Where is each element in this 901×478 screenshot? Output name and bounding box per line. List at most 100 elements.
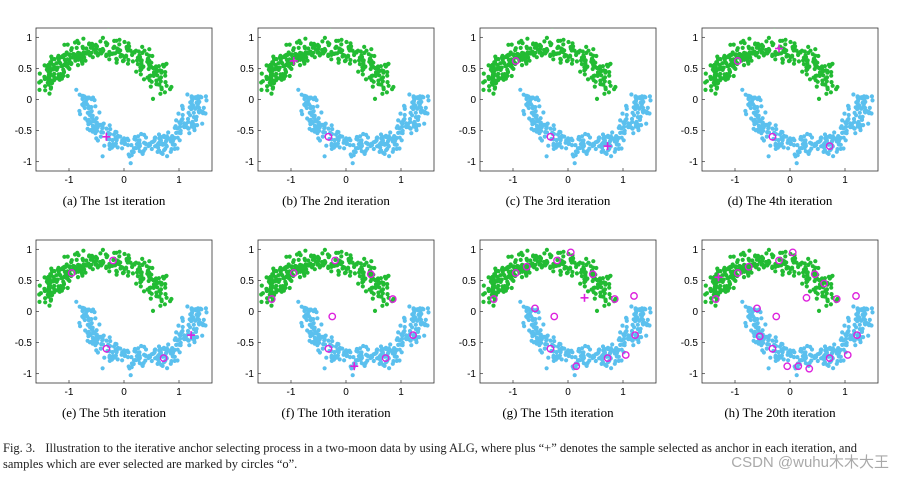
lower-moon-point (635, 110, 640, 115)
upper-moon-point (278, 284, 283, 289)
lower-moon-point (526, 105, 531, 111)
upper-moon-point (720, 67, 725, 72)
lower-moon-point (89, 339, 94, 345)
lower-moon-point (760, 136, 765, 141)
selected-anchor-circle (531, 304, 539, 313)
lower-moon-point (755, 97, 760, 102)
lower-moon-point (425, 94, 430, 99)
lower-moon-point (626, 121, 631, 126)
y-tick-label: 0.5 (240, 276, 254, 287)
upper-moon-point (803, 55, 809, 60)
upper-moon-point (490, 72, 496, 77)
upper-moon-point (783, 37, 788, 42)
upper-moon-point (532, 45, 538, 50)
lower-moon-point (859, 329, 865, 334)
lower-moon-point (836, 134, 841, 139)
upper-moon-point (361, 67, 366, 72)
upper-moon-point (69, 46, 74, 51)
upper-moon-point (283, 279, 288, 284)
upper-moon-point (829, 80, 834, 85)
upper-moon-point (380, 291, 385, 296)
upper-moon-point (274, 78, 279, 83)
upper-moon-point (518, 45, 523, 51)
lower-moon-point (316, 126, 321, 131)
upper-moon-point (574, 51, 579, 56)
lower-moon-point (763, 110, 768, 115)
lower-moon-point (334, 143, 339, 148)
lower-moon-point (859, 117, 865, 122)
selected-anchor-circle (109, 256, 117, 265)
subfigure-caption: (b) The 2nd iteration (282, 193, 390, 208)
upper-moon-point (359, 267, 365, 272)
lower-moon-point (593, 358, 598, 364)
upper-moon-point (111, 263, 116, 268)
lower-moon-point (186, 110, 191, 115)
upper-moon-point (491, 64, 496, 69)
lower-moon-point (544, 338, 549, 343)
upper-moon-point (487, 300, 492, 305)
upper-moon-point (37, 71, 42, 76)
upper-moon-point (273, 73, 278, 79)
upper-moon-point (271, 272, 276, 277)
selected-anchor-circle (289, 269, 298, 277)
upper-moon-point (112, 38, 117, 44)
lower-moon-point (392, 139, 397, 144)
upper-moon-point (276, 67, 281, 72)
y-tick-label: 1 (248, 33, 254, 44)
x-tick-label: 0 (121, 175, 127, 186)
upper-moon-point (298, 57, 303, 62)
lower-moon-point (749, 116, 754, 121)
upper-moon-point (322, 247, 327, 252)
lower-moon-point (133, 137, 138, 142)
upper-moon-point (118, 266, 123, 271)
upper-moon-point (731, 285, 736, 291)
upper-moon-point (820, 82, 825, 87)
upper-moon-point (150, 96, 156, 101)
lower-moon-point (90, 335, 95, 340)
lower-moon-point (766, 338, 771, 343)
upper-moon-point (269, 91, 274, 96)
lower-moon-point (538, 348, 543, 353)
upper-moon-point (117, 42, 122, 47)
lower-moon-point (74, 299, 79, 304)
lower-moon-point (74, 87, 79, 92)
upper-moon-point (487, 84, 492, 89)
lower-moon-point (396, 118, 401, 123)
upper-moon-point (329, 57, 334, 62)
lower-moon-point (760, 116, 765, 121)
upper-moon-point (816, 96, 822, 101)
selected-anchor-circle (381, 354, 390, 363)
upper-moon-point (508, 50, 513, 55)
upper-moon-point (305, 270, 310, 275)
upper-moon-point (135, 274, 140, 279)
lower-moon-point (179, 118, 184, 123)
lower-moon-point (527, 116, 532, 121)
upper-moon-point (124, 44, 129, 50)
lower-moon-point (347, 355, 353, 360)
upper-moon-point (703, 87, 708, 92)
lower-moon-point (773, 123, 778, 128)
lower-moon-point (571, 154, 576, 159)
lower-moon-point (166, 342, 171, 347)
lower-moon-point (185, 116, 191, 122)
lower-moon-point (174, 118, 179, 123)
upper-moon-point (505, 279, 510, 284)
upper-moon-point (767, 48, 772, 53)
upper-moon-point (796, 51, 801, 56)
upper-moon-point (830, 273, 835, 278)
lower-moon-point (858, 340, 863, 345)
upper-moon-point (88, 257, 93, 262)
upper-moon-point (760, 44, 766, 49)
lower-moon-point (848, 333, 853, 338)
upper-moon-point (817, 66, 822, 71)
upper-moon-point (746, 61, 751, 66)
upper-moon-point (481, 299, 486, 304)
upper-moon-point (498, 273, 503, 278)
lower-moon-point (362, 150, 367, 155)
lower-moon-point (776, 138, 781, 143)
lower-moon-point (533, 339, 538, 345)
y-tick-label: 1 (692, 245, 698, 256)
lower-moon-point (176, 323, 181, 328)
lower-moon-point (365, 358, 370, 363)
upper-moon-point (595, 278, 600, 283)
